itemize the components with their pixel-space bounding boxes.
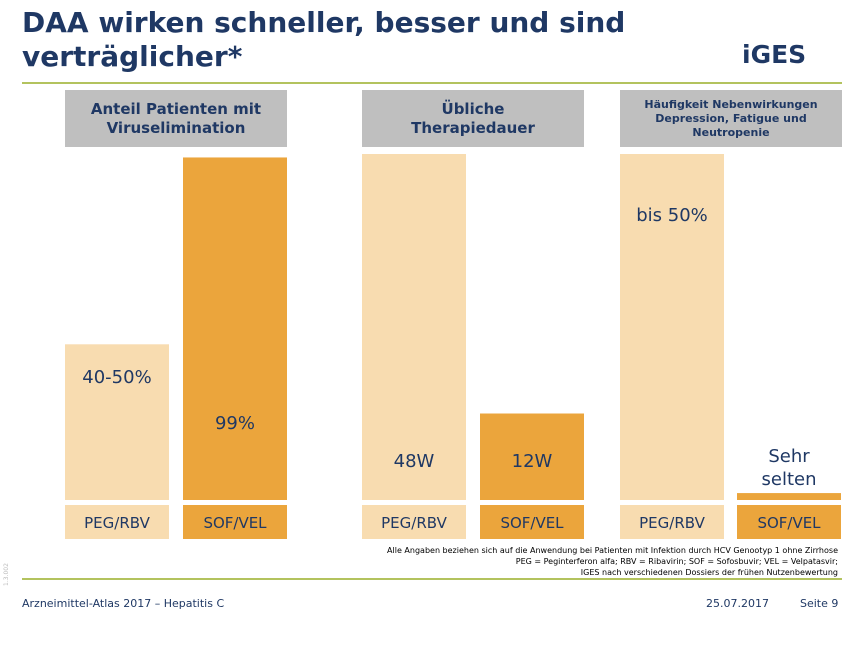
value-label-1-2: 99% [215, 413, 255, 434]
category-box-3-2 [737, 505, 841, 539]
value-label-2-1: 48W [394, 451, 435, 472]
category-box-2-1 [362, 505, 466, 539]
footer-date: 25.07.2017 [706, 597, 769, 610]
panel-1-title: Anteil Patienten mit Viruselimination [65, 90, 287, 147]
footer-title: Arzneimittel-Atlas 2017 – Hepatitis C [22, 597, 225, 610]
bar-1-sof-vel [183, 157, 287, 500]
value-label-1-1: 40-50% [82, 367, 151, 388]
category-label-2-2: SOF/VEL [500, 514, 564, 532]
iges-logo: iGES [742, 40, 807, 69]
footnote-line-3: IGES nach verschiedenen Dossiers der frü… [580, 568, 838, 577]
category-box-3-1 [620, 505, 724, 539]
panel-2-title: Übliche Therapiedauer [362, 90, 584, 147]
category-label-1-2: SOF/VEL [203, 514, 267, 532]
category-label-1-1: PEG/RBV [84, 514, 150, 532]
panel-3-title: Häufigkeit Nebenwirkungen Depression, Fa… [620, 90, 842, 147]
slide-title: DAA wirken schneller, besser und sind ve… [22, 6, 626, 73]
category-label-3-1: PEG/RBV [639, 514, 705, 532]
category-label-3-2: SOF/VEL [757, 514, 821, 532]
bottom-divider [22, 578, 842, 580]
bar-1-peg-rbv [65, 344, 169, 500]
category-box-1-2 [183, 505, 287, 539]
category-label-2-1: PEG/RBV [381, 514, 447, 532]
top-divider [22, 82, 842, 84]
category-box-2-2 [480, 505, 584, 539]
footnote: Alle Angaben beziehen sich auf die Anwen… [138, 545, 838, 578]
value-label-3-1: bis 50% [636, 205, 708, 226]
bar-2-sof-vel [480, 413, 584, 500]
bar-3-peg-rbv [620, 154, 724, 500]
bar-3-sof-vel [737, 493, 841, 500]
value-label-3-2: Sehr selten [762, 446, 817, 490]
footnote-line-1: Alle Angaben beziehen sich auf die Anwen… [387, 546, 838, 555]
bar-2-peg-rbv [362, 154, 466, 500]
footer-page: Seite 9 [800, 597, 839, 610]
footnote-line-2: PEG = Peginterferon alfa; RBV = Ribaviri… [515, 557, 838, 566]
value-label-2-2: 12W [512, 451, 553, 472]
side-code: 1.3.002 [3, 563, 10, 586]
category-box-1-1 [65, 505, 169, 539]
